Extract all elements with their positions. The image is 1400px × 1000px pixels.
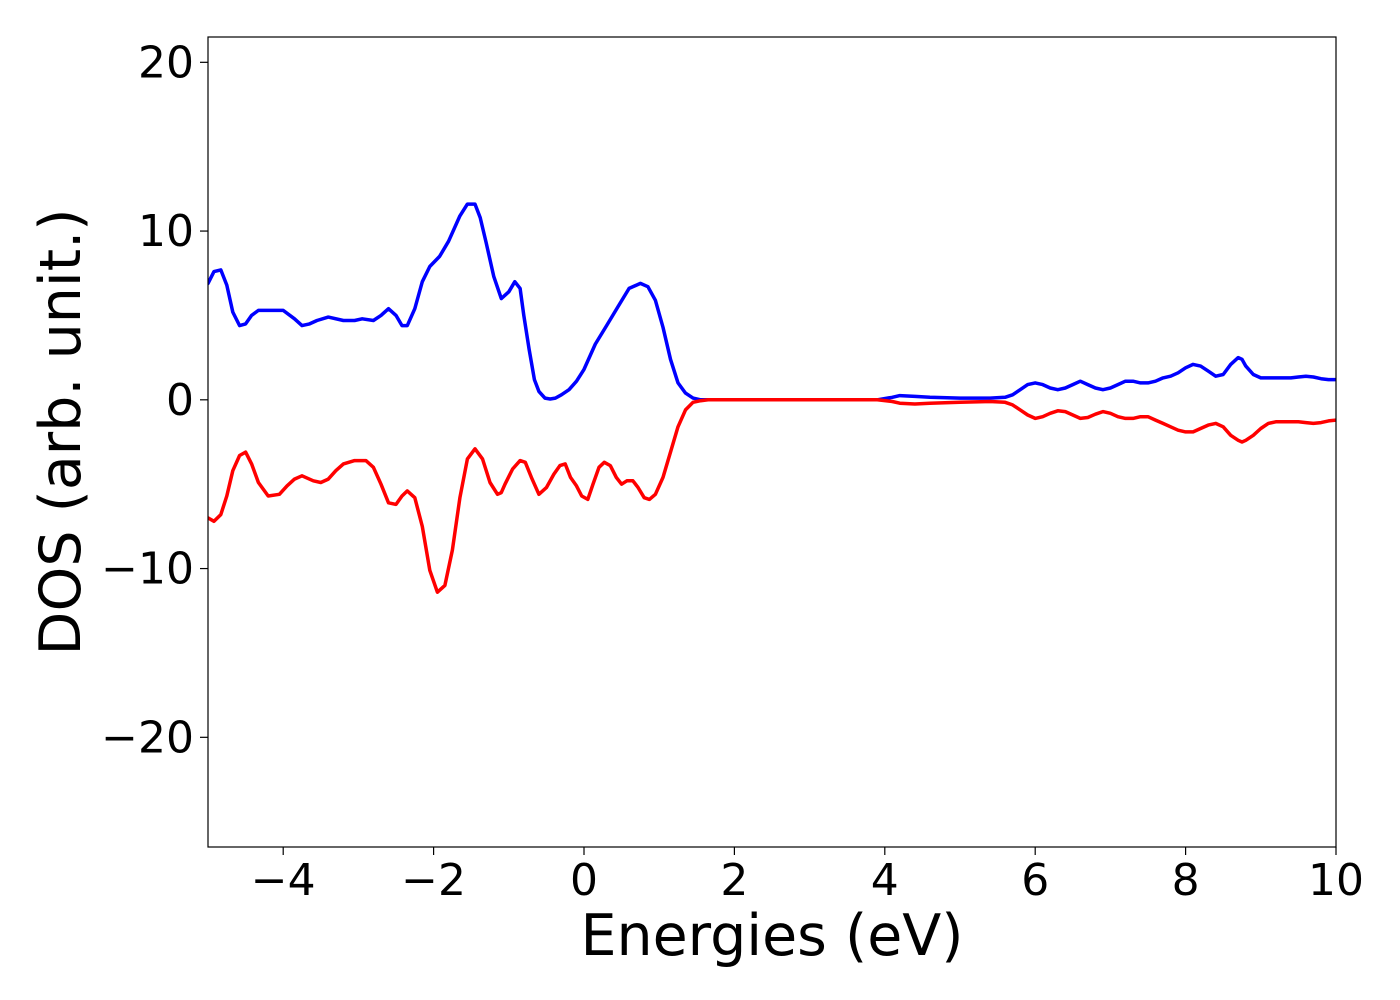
x-tick-label: 0 xyxy=(570,855,598,906)
x-axis-ticks: −4 −2 0 2 4 6 8 10 xyxy=(251,847,1364,906)
x-tick-label: 2 xyxy=(720,855,748,906)
x-tick-label: −2 xyxy=(401,855,466,906)
x-tick-label: 8 xyxy=(1172,855,1200,906)
series-line-red xyxy=(208,398,1336,594)
y-axis-label: DOS (arb. unit.) xyxy=(28,209,94,656)
x-tick-label: −4 xyxy=(251,855,316,906)
y-tick-label: −20 xyxy=(101,712,194,763)
y-axis-ticks: −20 −10 0 10 20 xyxy=(101,37,208,763)
series-layer xyxy=(208,202,1336,594)
y-tick-label: −10 xyxy=(101,544,194,595)
series-line-blue xyxy=(208,202,1336,402)
y-tick-label: 0 xyxy=(166,375,194,426)
y-tick-label: 10 xyxy=(138,206,194,257)
x-tick-label: 10 xyxy=(1308,855,1364,906)
x-tick-label: 6 xyxy=(1021,855,1049,906)
x-tick-label: 4 xyxy=(871,855,899,906)
y-tick-label: 20 xyxy=(138,37,194,88)
axes-frame xyxy=(207,36,1337,848)
x-axis-label: Energies (eV) xyxy=(580,903,963,969)
